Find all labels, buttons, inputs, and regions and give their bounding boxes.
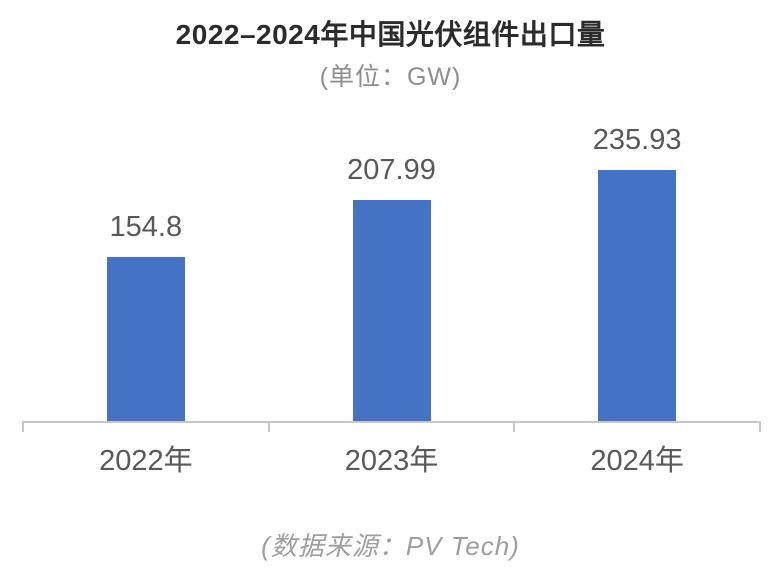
- bar-2022: [106, 257, 185, 422]
- x-axis-tick-3: [759, 421, 761, 432]
- x-axis-line: [23, 421, 760, 423]
- value-label-2022: 154.8: [109, 211, 183, 243]
- value-label-2023: 207.99: [347, 154, 436, 186]
- bar-2024: [598, 170, 677, 422]
- x-axis-tick-2: [513, 421, 516, 432]
- data-source-caption: (数据来源：PV Tech): [261, 531, 520, 561]
- x-axis-tick-1: [267, 421, 270, 432]
- x-axis-tick-0: [22, 421, 24, 432]
- value-label-2024: 235.93: [592, 124, 682, 156]
- x-axis-label-2023: 2023年: [344, 445, 439, 477]
- chart-title: 2022–2024年中国光伏组件出口量: [175, 19, 606, 50]
- x-axis-label-2024: 2024年: [590, 445, 684, 477]
- x-axis-label-2022: 2022年: [99, 445, 193, 477]
- bar-2023: [352, 200, 431, 422]
- chart-unit-subtitle: (单位：GW): [319, 63, 462, 91]
